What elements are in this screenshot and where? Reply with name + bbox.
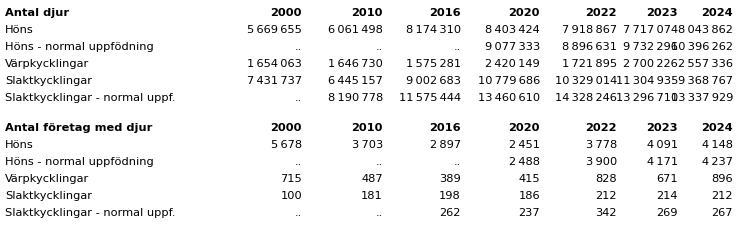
Text: 181: 181 xyxy=(361,191,383,201)
Text: 4 171: 4 171 xyxy=(647,157,678,167)
Text: 1 721 895: 1 721 895 xyxy=(562,59,617,69)
Text: 186: 186 xyxy=(519,191,540,201)
Text: 5 678: 5 678 xyxy=(271,140,302,150)
Text: 2000: 2000 xyxy=(271,123,302,133)
Text: 13 460 610: 13 460 610 xyxy=(478,93,540,103)
Text: 1 646 730: 1 646 730 xyxy=(328,59,383,69)
Text: 8 896 631: 8 896 631 xyxy=(562,42,617,52)
Text: 13 337 929: 13 337 929 xyxy=(670,93,733,103)
Text: Höns: Höns xyxy=(5,140,34,150)
Text: 13 296 710: 13 296 710 xyxy=(616,93,678,103)
Text: 7 431 737: 7 431 737 xyxy=(247,76,302,86)
Text: Höns - normal uppfödning: Höns - normal uppfödning xyxy=(5,42,154,52)
Text: ..: .. xyxy=(295,157,302,167)
Text: 2024: 2024 xyxy=(702,123,733,133)
Text: 342: 342 xyxy=(596,208,617,218)
Text: ..: .. xyxy=(454,157,461,167)
Text: 3 900: 3 900 xyxy=(586,157,617,167)
Text: 2010: 2010 xyxy=(352,8,383,18)
Text: 10 779 686: 10 779 686 xyxy=(478,76,540,86)
Text: 2022: 2022 xyxy=(585,123,617,133)
Text: 487: 487 xyxy=(361,174,383,184)
Text: 267: 267 xyxy=(711,208,733,218)
Text: 11 304 935: 11 304 935 xyxy=(616,76,678,86)
Text: 11 575 444: 11 575 444 xyxy=(399,93,461,103)
Text: 896: 896 xyxy=(711,174,733,184)
Text: Slaktkycklingar: Slaktkycklingar xyxy=(5,191,92,201)
Text: 10 396 262: 10 396 262 xyxy=(671,42,733,52)
Text: 8 174 310: 8 174 310 xyxy=(406,25,461,35)
Text: 2016: 2016 xyxy=(429,123,461,133)
Text: Slaktkycklingar - normal uppf.: Slaktkycklingar - normal uppf. xyxy=(5,208,175,218)
Text: 415: 415 xyxy=(519,174,540,184)
Text: 100: 100 xyxy=(280,191,302,201)
Text: Slaktkycklingar - normal uppf.: Slaktkycklingar - normal uppf. xyxy=(5,93,175,103)
Text: Antal företag med djur: Antal företag med djur xyxy=(5,123,152,133)
Text: 198: 198 xyxy=(440,191,461,201)
Text: 2 488: 2 488 xyxy=(509,157,540,167)
Text: 2020: 2020 xyxy=(508,123,540,133)
Text: 1 654 063: 1 654 063 xyxy=(247,59,302,69)
Text: 715: 715 xyxy=(280,174,302,184)
Text: 2016: 2016 xyxy=(429,8,461,18)
Text: 7 918 867: 7 918 867 xyxy=(562,25,617,35)
Text: 828: 828 xyxy=(596,174,617,184)
Text: 212: 212 xyxy=(596,191,617,201)
Text: Antal djur: Antal djur xyxy=(5,8,69,18)
Text: 2010: 2010 xyxy=(352,123,383,133)
Text: 4 237: 4 237 xyxy=(702,157,733,167)
Text: Värpkycklingar: Värpkycklingar xyxy=(5,174,90,184)
Text: ..: .. xyxy=(295,93,302,103)
Text: 2022: 2022 xyxy=(585,8,617,18)
Text: 8 190 778: 8 190 778 xyxy=(328,93,383,103)
Text: 9 002 683: 9 002 683 xyxy=(406,76,461,86)
Text: Höns - normal uppfödning: Höns - normal uppfödning xyxy=(5,157,154,167)
Text: 262: 262 xyxy=(440,208,461,218)
Text: 10 329 014: 10 329 014 xyxy=(555,76,617,86)
Text: Slaktkycklingar: Slaktkycklingar xyxy=(5,76,92,86)
Text: 2 557 336: 2 557 336 xyxy=(678,59,733,69)
Text: 8 403 424: 8 403 424 xyxy=(485,25,540,35)
Text: 2000: 2000 xyxy=(271,8,302,18)
Text: 9 732 296: 9 732 296 xyxy=(623,42,678,52)
Text: 9 077 333: 9 077 333 xyxy=(485,42,540,52)
Text: 2 451: 2 451 xyxy=(509,140,540,150)
Text: 2 897: 2 897 xyxy=(430,140,461,150)
Text: 9 368 767: 9 368 767 xyxy=(678,76,733,86)
Text: ..: .. xyxy=(454,42,461,52)
Text: 237: 237 xyxy=(519,208,540,218)
Text: 1 575 281: 1 575 281 xyxy=(406,59,461,69)
Text: 8 043 862: 8 043 862 xyxy=(678,25,733,35)
Text: 214: 214 xyxy=(656,191,678,201)
Text: 5 669 655: 5 669 655 xyxy=(247,25,302,35)
Text: 2 420 149: 2 420 149 xyxy=(485,59,540,69)
Text: 389: 389 xyxy=(440,174,461,184)
Text: 4 148: 4 148 xyxy=(702,140,733,150)
Text: 2023: 2023 xyxy=(646,123,678,133)
Text: 6 061 498: 6 061 498 xyxy=(328,25,383,35)
Text: ..: .. xyxy=(376,42,383,52)
Text: 2020: 2020 xyxy=(508,8,540,18)
Text: 14 328 246: 14 328 246 xyxy=(555,93,617,103)
Text: Höns: Höns xyxy=(5,25,34,35)
Text: ..: .. xyxy=(376,157,383,167)
Text: 3 778: 3 778 xyxy=(586,140,617,150)
Text: 269: 269 xyxy=(656,208,678,218)
Text: 2024: 2024 xyxy=(702,8,733,18)
Text: Värpkycklingar: Värpkycklingar xyxy=(5,59,90,69)
Text: 6 445 157: 6 445 157 xyxy=(328,76,383,86)
Text: 671: 671 xyxy=(656,174,678,184)
Text: 3 703: 3 703 xyxy=(352,140,383,150)
Text: 212: 212 xyxy=(711,191,733,201)
Text: ..: .. xyxy=(295,42,302,52)
Text: 2023: 2023 xyxy=(646,8,678,18)
Text: 2 700 226: 2 700 226 xyxy=(623,59,678,69)
Text: 4 091: 4 091 xyxy=(647,140,678,150)
Text: 7 717 074: 7 717 074 xyxy=(623,25,678,35)
Text: ..: .. xyxy=(376,208,383,218)
Text: ..: .. xyxy=(295,208,302,218)
